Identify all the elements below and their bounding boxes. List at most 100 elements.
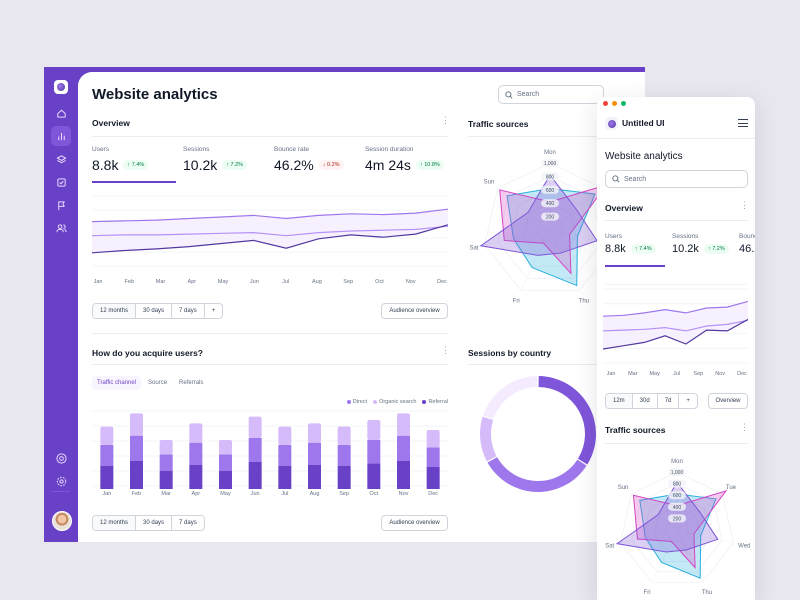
x-tick-label: Sep xyxy=(693,371,704,377)
legend-dot xyxy=(373,400,378,404)
x-tick-label: Nov xyxy=(405,279,416,285)
radar-axis-label: Sun xyxy=(618,485,629,491)
radar-tick-label: 800 xyxy=(673,482,682,488)
radar-tick-label: 400 xyxy=(673,505,682,511)
radar-tick-bg xyxy=(668,491,686,500)
radar-tick-bg xyxy=(668,468,686,476)
range-button-7-days[interactable]: 7 days xyxy=(179,520,197,526)
range-button-12-months[interactable]: 12 months xyxy=(93,516,137,530)
bar-referral xyxy=(337,465,351,489)
overview-title: Overview xyxy=(92,118,130,128)
radar-axis-label: Tue xyxy=(726,485,737,491)
add-range-button[interactable]: + xyxy=(211,308,216,314)
radar-series-1 xyxy=(639,493,717,579)
settings-icon[interactable] xyxy=(51,471,71,491)
series-line-2 xyxy=(603,319,748,332)
series-area xyxy=(603,301,748,349)
metric-value-row: 10.2k ↑ 7.2% xyxy=(183,157,248,173)
avatar[interactable] xyxy=(52,511,72,531)
metric-session-duration[interactable]: Session duration 4m 24s ↑ 10.8% xyxy=(365,146,444,173)
audience-overview-button[interactable]: Audience overview xyxy=(381,303,448,319)
bar-organic-search xyxy=(278,426,292,445)
bar-direct xyxy=(337,445,351,466)
x-tick-label: Jun xyxy=(249,279,259,285)
more-menu-icon[interactable]: ⋮ xyxy=(740,200,749,210)
users-icon xyxy=(55,223,67,232)
x-tick-label: Sep xyxy=(339,491,350,497)
radar-tick-bg xyxy=(541,199,559,208)
range-button-30d[interactable]: 30d xyxy=(633,394,658,408)
range-button-7-days[interactable]: 7 days xyxy=(172,304,205,318)
x-tick-label: Mar xyxy=(155,279,166,285)
metric-sessions[interactable]: Sessions 10.2k ↑ 7.2% xyxy=(183,146,248,173)
metric-bounce-rate[interactable]: Bounce rate 46.2% ↓ 0.2% xyxy=(274,146,344,173)
more-menu-icon[interactable]: ⋮ xyxy=(441,115,450,125)
donut-slice xyxy=(480,416,497,462)
window-minimize-button[interactable] xyxy=(612,101,617,106)
x-tick-label: Aug xyxy=(312,279,322,285)
bar-referral xyxy=(100,465,114,489)
metric-users[interactable]: Users 8.8k ↑ 7.4% xyxy=(92,146,149,173)
radar-spoke xyxy=(631,493,678,531)
metric-value-row: 10.2k ↑ 7.2% xyxy=(672,243,729,255)
range-button-30-days[interactable]: 30 days xyxy=(136,516,173,530)
menu-icon[interactable] xyxy=(738,119,748,127)
add-range-button[interactable]: + xyxy=(686,398,690,404)
metric-label: Sessions xyxy=(672,233,699,240)
mobile-line-chart xyxy=(603,288,748,364)
search-placeholder: Search xyxy=(517,91,540,98)
range-button-12-months[interactable]: 12 months xyxy=(93,304,137,318)
metric-value: 10.2k xyxy=(183,157,218,173)
metric-sessions[interactable]: Sessions 10.2k ↑ 7.2% xyxy=(672,233,729,255)
tab-traffic-channel[interactable]: Traffic channel xyxy=(92,376,142,390)
radar-tick-label: 600 xyxy=(673,493,682,499)
window-close-button[interactable] xyxy=(603,101,608,106)
sidebar-item-bar-chart[interactable] xyxy=(51,126,71,146)
active-metric-indicator xyxy=(605,265,665,267)
more-menu-icon[interactable]: ⋮ xyxy=(441,345,450,355)
range-button-7d[interactable]: 7d xyxy=(658,394,680,408)
overview-button[interactable]: Overview xyxy=(708,393,748,409)
audience-overview-button[interactable]: Audience overview xyxy=(381,515,448,531)
radar-axis-label: Fri xyxy=(644,590,651,596)
sidebar-item-home[interactable] xyxy=(51,103,71,123)
metric-users[interactable]: Users 8.8k ↑ 7.4% xyxy=(605,233,656,255)
radar-axis-label: Thu xyxy=(702,590,712,596)
range-button-12m[interactable]: 12m xyxy=(606,394,633,408)
divider xyxy=(92,136,448,137)
radar-axis-label: Wed xyxy=(738,543,750,549)
radar-axis-label: Mon xyxy=(544,150,556,156)
radar-axis-label: Fri xyxy=(513,298,520,304)
sidebar-item-flag[interactable] xyxy=(51,195,71,215)
radar-spoke xyxy=(676,529,703,583)
sidebar-item-layers[interactable] xyxy=(51,149,71,169)
bar-referral xyxy=(367,463,381,489)
bar-organic-search xyxy=(426,430,440,448)
tab-source[interactable]: Source xyxy=(148,380,168,386)
legend-label: Direct xyxy=(352,399,368,405)
search-input[interactable]: Search xyxy=(498,85,604,104)
divider xyxy=(92,333,448,334)
radar-tick-label: 1,000 xyxy=(544,161,557,167)
bar-chart-icon xyxy=(57,132,65,140)
overview-line-chart xyxy=(92,195,448,267)
sidebar-item-check-square[interactable] xyxy=(51,172,71,192)
tab-referrals[interactable]: Referrals xyxy=(179,380,204,386)
bar-direct xyxy=(130,435,143,461)
bar-direct xyxy=(308,442,321,465)
bar-referral xyxy=(189,464,203,489)
support-icon[interactable] xyxy=(51,448,71,468)
radar-ring xyxy=(631,483,723,573)
more-menu-icon[interactable]: ⋮ xyxy=(740,422,749,432)
check-square-icon xyxy=(56,177,66,187)
bar-direct xyxy=(189,442,203,465)
x-tick-label: Aug xyxy=(309,491,320,497)
range-button-30-days[interactable]: 30 days xyxy=(136,304,173,318)
flag-icon xyxy=(57,200,65,210)
mobile-search-input[interactable]: Search xyxy=(605,170,748,188)
window-maximize-button[interactable] xyxy=(621,101,626,106)
sidebar-item-users[interactable] xyxy=(51,218,71,238)
metric-bounce-rate[interactable]: Bounce rate 46.2% xyxy=(739,233,755,255)
radar-tick-bg xyxy=(668,502,686,511)
x-tick-label: Feb xyxy=(131,491,142,497)
